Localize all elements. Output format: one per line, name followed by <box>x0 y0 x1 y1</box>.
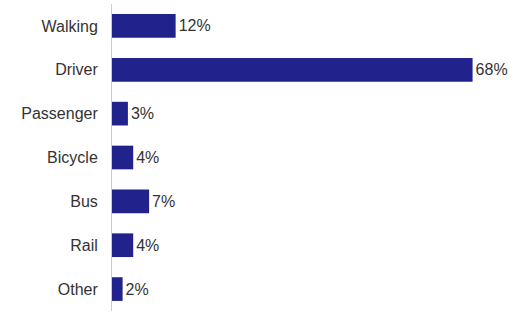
svg-text:2%: 2% <box>126 281 149 298</box>
svg-text:12%: 12% <box>179 17 211 34</box>
svg-text:4%: 4% <box>136 237 159 254</box>
svg-text:Rail: Rail <box>70 237 98 254</box>
svg-text:Bus: Bus <box>70 193 98 210</box>
svg-text:Other: Other <box>58 281 99 298</box>
svg-text:68%: 68% <box>476 61 508 78</box>
svg-text:Passenger: Passenger <box>21 105 98 122</box>
svg-text:7%: 7% <box>152 193 175 210</box>
svg-text:3%: 3% <box>131 105 154 122</box>
svg-text:Driver: Driver <box>55 61 98 78</box>
svg-text:4%: 4% <box>136 149 159 166</box>
svg-text:Bicycle: Bicycle <box>47 149 98 166</box>
svg-text:Walking: Walking <box>41 18 97 35</box>
